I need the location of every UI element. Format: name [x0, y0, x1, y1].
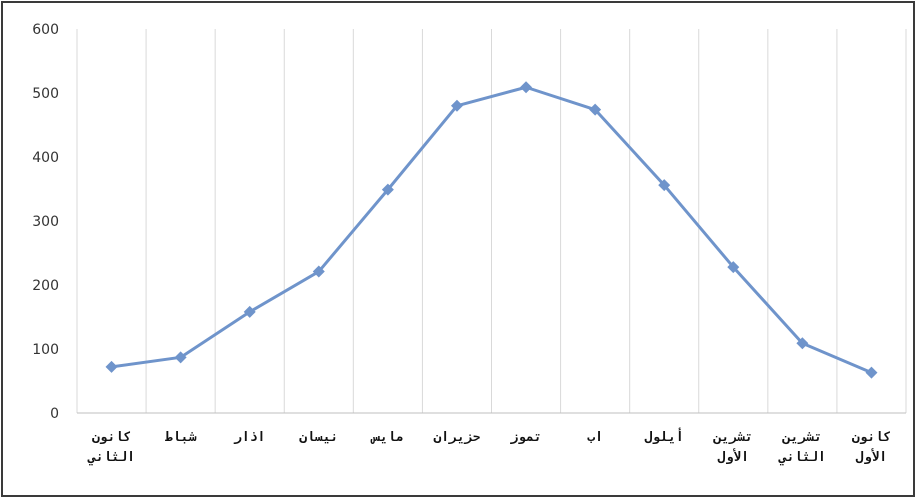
- x-tick-label: مايس: [370, 430, 403, 445]
- data-point: [450, 99, 463, 112]
- data-point: [520, 81, 533, 94]
- data-point: [381, 183, 394, 196]
- x-tick-label: تشرين الأول: [713, 430, 753, 465]
- data-point: [105, 360, 118, 373]
- x-tick-label: اذار: [233, 430, 265, 445]
- data-point: [312, 265, 325, 278]
- data-point: [727, 261, 740, 274]
- x-tick-label: أيلول: [645, 427, 684, 445]
- data-point: [589, 103, 602, 116]
- x-tick-label: كانون الأول: [852, 430, 891, 465]
- x-tick-label: كانون الثاني: [87, 430, 135, 466]
- y-tick-label: 400: [32, 150, 59, 166]
- y-tick-label: 600: [32, 22, 59, 38]
- x-tick-label: تشرين الثاني: [778, 430, 826, 466]
- data-point: [174, 351, 187, 364]
- chart-frame: [1, 1, 915, 497]
- x-tick-label: شباط: [165, 430, 196, 445]
- data-point: [243, 305, 256, 318]
- y-tick-label: 200: [32, 278, 59, 294]
- data-point: [658, 179, 671, 192]
- y-tick-label: 300: [32, 214, 59, 230]
- y-tick-label: 100: [32, 342, 59, 358]
- x-tick-label: اب: [587, 430, 603, 445]
- series-line: [111, 85, 873, 375]
- x-tick-label: تموز: [509, 430, 541, 445]
- y-tick-label: 500: [32, 86, 59, 102]
- data-point: [796, 337, 809, 350]
- y-tick-label: 0: [50, 406, 59, 422]
- x-tick-label: نيسان: [299, 430, 338, 445]
- x-tick-label: حزيران: [433, 430, 480, 445]
- data-point: [865, 366, 878, 379]
